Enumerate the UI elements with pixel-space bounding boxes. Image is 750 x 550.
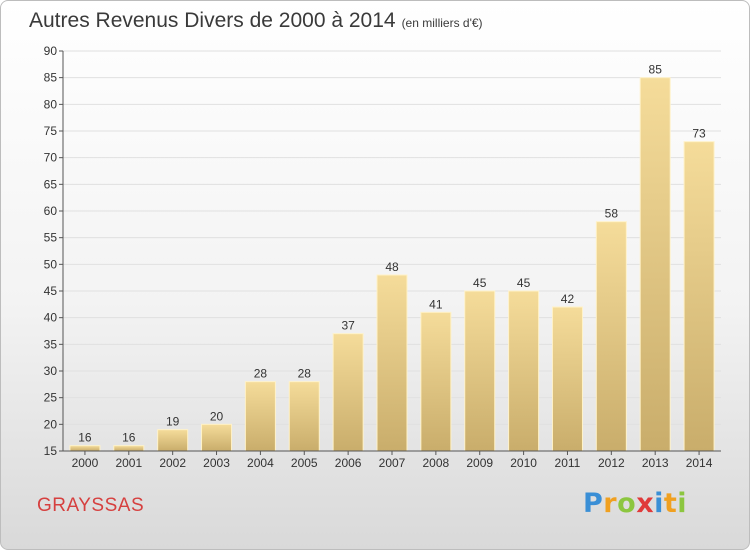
y-tick-label: 45 [44,284,58,298]
bar-2011 [551,306,583,452]
bar-2002 [157,429,189,452]
y-tick-label: 25 [44,391,58,405]
bar-2003 [201,423,233,452]
value-label-2011: 42 [561,292,575,306]
value-label-2010: 45 [517,276,531,290]
y-tick-label: 85 [44,71,58,85]
x-tick-label-2006: 2006 [335,456,362,470]
x-tick-label-2007: 2007 [379,456,406,470]
value-label-2008: 41 [429,297,443,311]
y-tick-label: 30 [44,364,58,378]
y-tick-label: 35 [44,337,58,351]
value-label-2002: 19 [166,415,180,429]
value-label-2000: 16 [78,431,92,445]
logo-letter: t [663,488,678,519]
x-tick-label-2008: 2008 [423,456,450,470]
bar-2008 [420,311,452,452]
value-label-2003: 20 [210,409,224,423]
y-tick-label: 80 [44,97,58,111]
x-tick-label-2003: 2003 [203,456,230,470]
bars [69,77,715,452]
bar-2013 [639,77,671,452]
chart-title-row: Autres Revenus Divers de 2000 à 2014 (en … [29,9,483,37]
x-tick-label-2009: 2009 [466,456,493,470]
bar-2001 [113,445,145,452]
bar-2012 [595,221,627,452]
bar-2006 [332,333,364,452]
logo-letter: P [583,488,604,519]
chart-subtitle: (en milliers d'€) [401,16,483,30]
x-tick-label-2013: 2013 [642,456,669,470]
commune-name: GRAYSSAS [37,495,145,516]
value-label-2001: 16 [122,431,136,445]
axes [59,50,721,455]
x-tick-label-2011: 2011 [555,456,581,470]
x-tick-label-2012: 2012 [598,456,625,470]
labels: 15 20 25 30 35 40 45 50 55 60 65 70 75 80 85 90 16 2000 16… [44,44,713,470]
logo-letter: i [677,488,688,519]
y-tick-label: 20 [44,417,58,431]
logo-letter: o [617,488,637,519]
y-tick-label: 90 [44,44,58,58]
logo-letter: x [636,488,655,519]
bar-2009 [464,290,496,452]
x-tick-label-2010: 2010 [510,456,537,470]
y-tick-label: 40 [44,311,58,325]
bar-2007 [376,274,408,452]
bar-2014 [683,141,715,452]
value-label-2007: 48 [385,260,399,274]
bar-2000 [69,445,101,452]
value-label-2013: 85 [649,63,663,77]
x-tick-label-2002: 2002 [159,456,186,470]
bar-2005 [288,381,320,452]
proxiti-logo: Proxiti [583,488,687,519]
y-tick-label: 55 [44,231,58,245]
y-tick-label: 15 [44,444,58,458]
y-tick-label: 60 [44,204,58,218]
chart-title: Autres Revenus Divers de 2000 à 2014 [29,9,396,32]
logo-letter: i [654,488,664,519]
bar-2010 [508,290,540,452]
value-label-2009: 45 [473,276,487,290]
value-label-2014: 73 [692,127,706,141]
x-tick-label-2000: 2000 [72,456,99,470]
value-label-2004: 28 [254,367,268,381]
y-tick-label: 70 [44,151,58,165]
y-tick-label: 75 [44,124,58,138]
x-tick-label-2004: 2004 [247,456,274,470]
x-tick-label-2014: 2014 [686,456,713,470]
bar-2004 [244,381,276,452]
x-tick-label-2001: 2001 [115,456,142,470]
value-label-2006: 37 [341,319,355,333]
value-label-2012: 58 [605,207,619,221]
value-label-2005: 28 [298,367,312,381]
y-tick-label: 65 [44,177,58,191]
x-tick-label-2005: 2005 [291,456,318,470]
logo-letter: r [603,488,618,519]
y-tick-label: 50 [44,257,58,271]
